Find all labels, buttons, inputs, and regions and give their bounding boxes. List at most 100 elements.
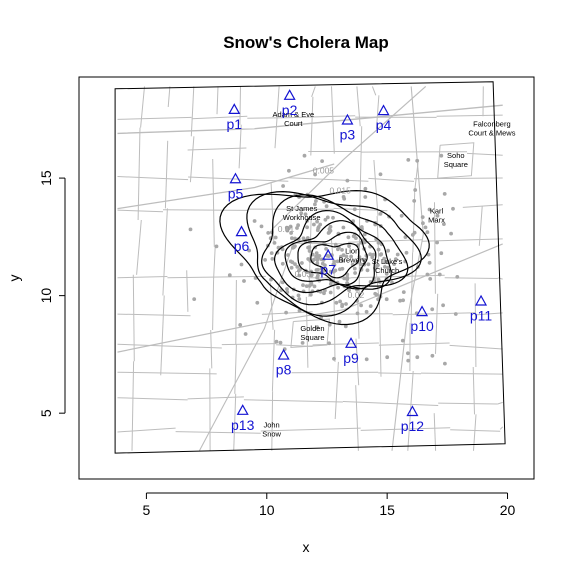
death-point bbox=[319, 257, 324, 262]
street bbox=[413, 177, 503, 180]
death-point bbox=[366, 262, 371, 267]
death-point bbox=[346, 235, 351, 240]
street bbox=[234, 344, 237, 394]
street bbox=[164, 140, 169, 209]
street bbox=[499, 426, 504, 430]
death-point bbox=[355, 311, 360, 316]
death-point bbox=[320, 159, 324, 164]
death-point bbox=[341, 225, 346, 230]
death-point bbox=[427, 207, 432, 212]
street bbox=[132, 274, 135, 362]
death-point bbox=[400, 338, 405, 343]
death-point bbox=[362, 240, 367, 245]
contour-label: 0.03 bbox=[295, 269, 312, 279]
death-point bbox=[442, 222, 446, 227]
death-point bbox=[345, 178, 350, 183]
death-point bbox=[378, 252, 383, 257]
death-point bbox=[332, 356, 336, 361]
street bbox=[140, 86, 145, 128]
death-point bbox=[441, 303, 445, 308]
death-point bbox=[239, 262, 244, 267]
death-point bbox=[406, 351, 410, 356]
street bbox=[378, 342, 450, 346]
street bbox=[117, 276, 168, 279]
y-tick-label: 15 bbox=[38, 170, 54, 186]
death-point bbox=[430, 353, 435, 358]
death-point bbox=[296, 223, 300, 228]
y-tick-label: 10 bbox=[38, 288, 54, 304]
pump-label: p11 bbox=[470, 308, 493, 324]
death-point bbox=[266, 231, 271, 235]
death-point bbox=[297, 297, 302, 301]
death-point bbox=[341, 195, 346, 199]
death-point bbox=[304, 284, 309, 288]
street bbox=[311, 86, 316, 97]
plot-frame bbox=[78, 76, 535, 480]
street bbox=[243, 399, 343, 403]
street bbox=[392, 312, 476, 316]
contour-line bbox=[297, 231, 368, 286]
map-border bbox=[114, 81, 506, 454]
pump-label: p7 bbox=[320, 262, 336, 278]
death-point bbox=[430, 307, 435, 312]
pump-marker bbox=[236, 404, 249, 415]
death-point bbox=[297, 268, 301, 273]
death-point bbox=[293, 236, 297, 241]
death-point bbox=[312, 284, 317, 289]
street bbox=[160, 295, 165, 376]
death-point bbox=[328, 269, 333, 274]
death-point bbox=[316, 273, 320, 278]
street bbox=[238, 124, 242, 169]
death-point bbox=[364, 309, 369, 314]
contour-label: 0.02 bbox=[348, 290, 365, 300]
death-point bbox=[335, 259, 340, 264]
death-point bbox=[312, 222, 316, 227]
death-point bbox=[342, 276, 347, 281]
death-point bbox=[392, 262, 396, 266]
landmark-label: St James Workhouse bbox=[283, 204, 321, 222]
death-point bbox=[307, 249, 312, 253]
death-point bbox=[420, 215, 425, 220]
death-point bbox=[340, 248, 344, 252]
street bbox=[189, 136, 195, 183]
death-point bbox=[345, 281, 349, 285]
death-point bbox=[242, 279, 246, 283]
street bbox=[497, 277, 503, 280]
death-point bbox=[359, 303, 363, 308]
death-point bbox=[384, 297, 389, 302]
street bbox=[167, 275, 266, 279]
death-point bbox=[401, 290, 406, 294]
death-point bbox=[300, 261, 304, 265]
contour-line bbox=[284, 220, 377, 290]
street bbox=[285, 115, 356, 119]
street bbox=[359, 126, 363, 215]
pump-label: p5 bbox=[228, 185, 244, 201]
death-point bbox=[412, 199, 417, 203]
death-point bbox=[398, 298, 402, 303]
street bbox=[368, 177, 415, 182]
death-point bbox=[305, 236, 310, 240]
street bbox=[216, 86, 219, 115]
x-tick-label: 10 bbox=[259, 502, 275, 518]
contour-label: 0.015 bbox=[330, 185, 352, 195]
landmark-label: John Snow bbox=[262, 420, 281, 438]
death-point bbox=[327, 322, 332, 327]
death-point bbox=[270, 257, 275, 261]
death-point bbox=[333, 242, 338, 247]
death-point bbox=[364, 357, 369, 362]
death-point bbox=[404, 250, 409, 255]
landmark-labels: Adam & Eve Court Falconberg Court & MewsSoh… bbox=[262, 110, 515, 438]
street bbox=[334, 361, 339, 420]
street bbox=[117, 116, 192, 120]
death-point bbox=[331, 269, 336, 274]
street bbox=[438, 402, 498, 405]
death-point bbox=[323, 263, 327, 268]
street bbox=[235, 279, 237, 345]
death-point bbox=[316, 225, 321, 229]
death-point bbox=[399, 213, 404, 218]
death-point bbox=[325, 215, 330, 220]
death-point bbox=[313, 172, 317, 177]
death-point bbox=[300, 341, 305, 345]
death-point bbox=[435, 240, 439, 245]
contour-line bbox=[310, 242, 360, 279]
